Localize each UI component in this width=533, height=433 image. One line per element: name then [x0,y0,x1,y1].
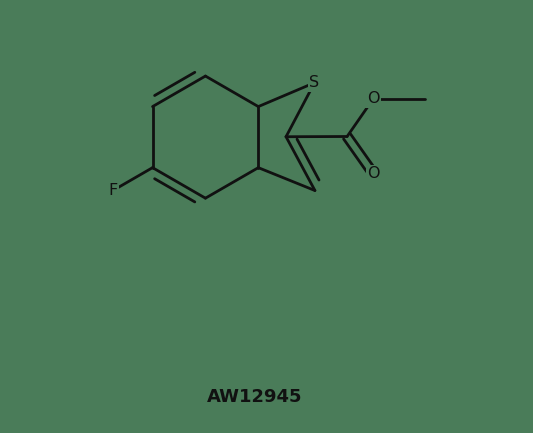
Text: O: O [367,91,379,107]
Text: F: F [108,183,117,198]
Text: S: S [310,75,320,90]
Text: AW12945: AW12945 [206,388,302,406]
Text: O: O [367,166,379,181]
